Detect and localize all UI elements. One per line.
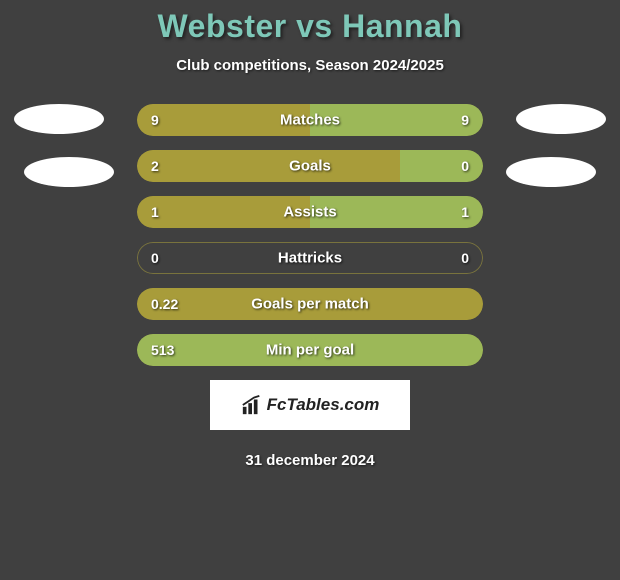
comparison-subtitle: Club competitions, Season 2024/2025 bbox=[0, 57, 620, 74]
stat-label: Goals per match bbox=[251, 296, 369, 313]
player-badge-left-2 bbox=[24, 157, 114, 187]
stat-label: Goals bbox=[289, 158, 331, 175]
player-badge-right-2 bbox=[506, 157, 596, 187]
stat-value-left: 0.22 bbox=[151, 296, 178, 312]
stat-row: 513 Min per goal bbox=[137, 334, 483, 366]
stat-row: 0 Hattricks 0 bbox=[137, 242, 483, 274]
comparison-title: Webster vs Hannah bbox=[0, 8, 620, 45]
stat-label: Assists bbox=[283, 204, 336, 221]
stat-label: Min per goal bbox=[266, 342, 354, 359]
stat-row: 9 Matches 9 bbox=[137, 104, 483, 136]
stat-value-left: 2 bbox=[151, 158, 159, 174]
stat-value-right: 0 bbox=[461, 250, 469, 266]
chart-icon bbox=[241, 394, 263, 416]
stat-label: Matches bbox=[280, 112, 340, 129]
logo-text: FcTables.com bbox=[241, 394, 380, 416]
player-badge-right-1 bbox=[516, 104, 606, 134]
comparison-date: 31 december 2024 bbox=[0, 452, 620, 469]
stat-value-right: 0 bbox=[461, 158, 469, 174]
player-badge-left-1 bbox=[14, 104, 104, 134]
stat-row: 0.22 Goals per match bbox=[137, 288, 483, 320]
stat-value-left: 9 bbox=[151, 112, 159, 128]
stat-label: Hattricks bbox=[278, 250, 342, 267]
stat-value-left: 1 bbox=[151, 204, 159, 220]
stat-value-right: 9 bbox=[461, 112, 469, 128]
stats-area: 9 Matches 9 2 Goals 0 1 Assists 1 0 Hattricks 0 0.22… bbox=[0, 104, 620, 366]
stat-row: 2 Goals 0 bbox=[137, 150, 483, 182]
stat-value-right: 1 bbox=[461, 204, 469, 220]
stat-value-left: 0 bbox=[151, 250, 159, 266]
logo-label: FcTables.com bbox=[267, 395, 380, 415]
stat-value-left: 513 bbox=[151, 342, 174, 358]
logo-box: FcTables.com bbox=[210, 380, 410, 430]
stat-row: 1 Assists 1 bbox=[137, 196, 483, 228]
